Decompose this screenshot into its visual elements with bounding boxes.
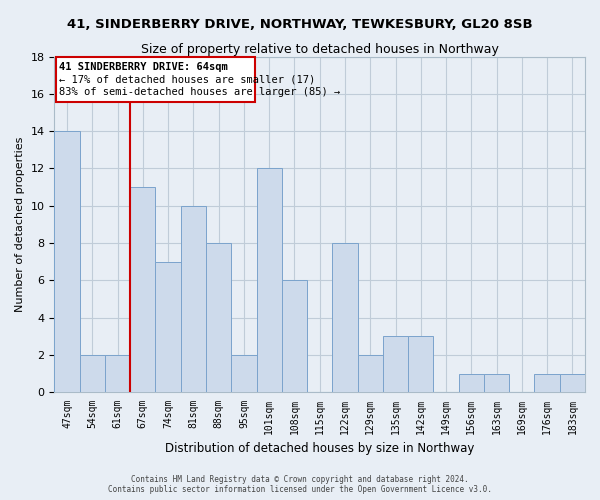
Bar <box>55 131 80 392</box>
Bar <box>105 355 130 392</box>
Bar <box>358 355 383 392</box>
Bar <box>130 187 155 392</box>
Text: 41 SINDERBERRY DRIVE: 64sqm: 41 SINDERBERRY DRIVE: 64sqm <box>59 62 228 72</box>
Text: ← 17% of detached houses are smaller (17): ← 17% of detached houses are smaller (17… <box>59 74 316 85</box>
Title: Size of property relative to detached houses in Northway: Size of property relative to detached ho… <box>141 42 499 56</box>
Bar <box>484 374 509 392</box>
Bar <box>206 243 231 392</box>
Bar <box>181 206 206 392</box>
Bar <box>458 374 484 392</box>
Bar <box>535 374 560 392</box>
Bar <box>231 355 257 392</box>
Text: 83% of semi-detached houses are larger (85) →: 83% of semi-detached houses are larger (… <box>59 87 341 97</box>
Bar <box>282 280 307 392</box>
Bar <box>560 374 585 392</box>
Text: 41, SINDERBERRY DRIVE, NORTHWAY, TEWKESBURY, GL20 8SB: 41, SINDERBERRY DRIVE, NORTHWAY, TEWKESB… <box>67 18 533 30</box>
Bar <box>155 262 181 392</box>
Bar <box>257 168 282 392</box>
Text: Contains HM Land Registry data © Crown copyright and database right 2024.
Contai: Contains HM Land Registry data © Crown c… <box>108 474 492 494</box>
X-axis label: Distribution of detached houses by size in Northway: Distribution of detached houses by size … <box>165 442 475 455</box>
Bar <box>80 355 105 392</box>
Bar <box>383 336 408 392</box>
FancyBboxPatch shape <box>56 56 255 102</box>
Y-axis label: Number of detached properties: Number of detached properties <box>15 136 25 312</box>
Bar <box>408 336 433 392</box>
Bar <box>332 243 358 392</box>
